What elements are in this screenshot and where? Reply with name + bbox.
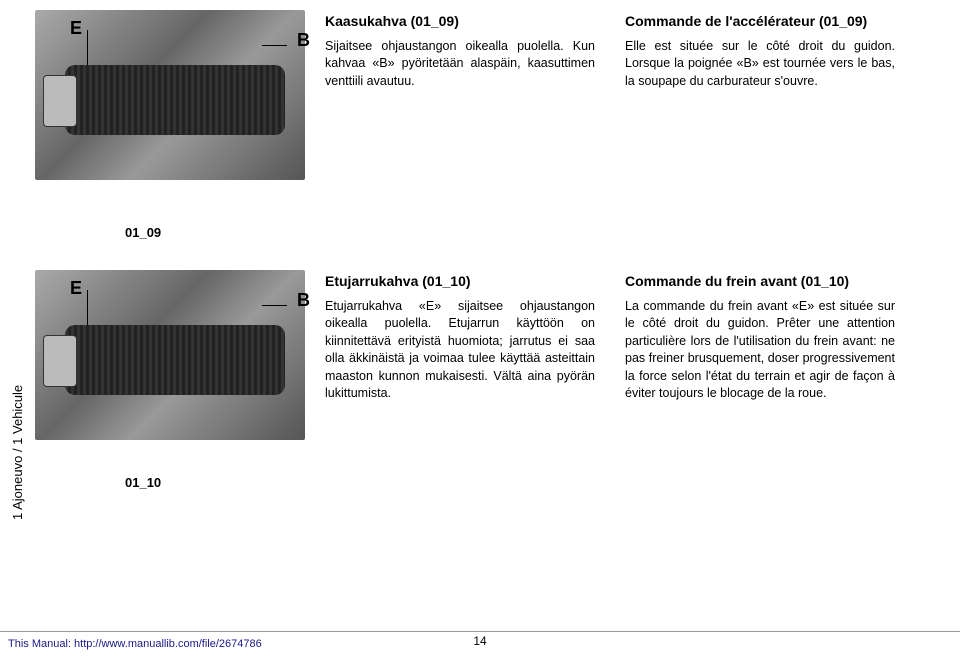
handlebar-grip-icon — [65, 325, 285, 395]
heading-top-left: Kaasukahva (01_09) — [325, 12, 595, 32]
page-number: 14 — [473, 634, 486, 648]
pointer-line-icon — [262, 45, 287, 46]
page-root: E B Kaasukahva (01_09) Sijaitsee ohjaust… — [0, 0, 960, 658]
body-top-right: Elle est située sur le côté droit du gui… — [625, 38, 895, 91]
side-tab-label: 1 Ajoneuvo / 1 Vehicule — [10, 385, 25, 520]
body-bottom-left: Etujarrukahva «E» sijaitsee ohjaustangon… — [325, 298, 595, 403]
heading-top-right: Commande de l'accélérateur (01_09) — [625, 12, 895, 32]
heading-bottom-right: Commande du frein avant (01_10) — [625, 272, 895, 292]
figure-top-col: E B — [0, 0, 310, 220]
body-top-left: Sijaitsee ohjaustangon oikealla puolella… — [325, 38, 595, 91]
text-col-bottom-right: Commande du frein avant (01_10) La comma… — [610, 260, 910, 510]
footer-link[interactable]: http://www.manuallib.com/file/2674786 — [74, 638, 262, 650]
heading-bottom-left: Etujarrukahva (01_10) — [325, 272, 595, 292]
figure-top-image: E B — [35, 10, 305, 180]
figure-bottom-col: E B — [0, 260, 310, 510]
callout-e-bottom: E — [70, 278, 82, 299]
body-bottom-right: La commande du frein avant «E» est situé… — [625, 298, 895, 403]
text-col-bottom-left: Etujarrukahva (01_10) Etujarrukahva «E» … — [310, 260, 610, 510]
pointer-line-icon — [87, 30, 88, 65]
pointer-line-icon — [262, 305, 287, 306]
callout-b-bottom: B — [297, 290, 310, 311]
text-col-top-left: Kaasukahva (01_09) Sijaitsee ohjaustango… — [310, 0, 610, 220]
figure-caption-bottom: 01_10 — [125, 475, 161, 490]
figure-bottom-image: E B — [35, 270, 305, 440]
text-col-top-right: Commande de l'accélérateur (01_09) Elle … — [610, 0, 910, 220]
callout-e-top: E — [70, 18, 82, 39]
section-top: E B Kaasukahva (01_09) Sijaitsee ohjaust… — [0, 0, 960, 220]
footer-source: This Manual: http://www.manuallib.com/fi… — [8, 638, 262, 650]
footer-rule — [0, 631, 960, 632]
figure-caption-top: 01_09 — [125, 225, 161, 240]
footer-prefix: This Manual: — [8, 638, 74, 650]
pointer-line-icon — [87, 290, 88, 325]
callout-b-top: B — [297, 30, 310, 51]
section-bottom: E B Etujarrukahva (01_10) Etujarrukahva … — [0, 260, 960, 510]
handlebar-grip-icon — [65, 65, 285, 135]
